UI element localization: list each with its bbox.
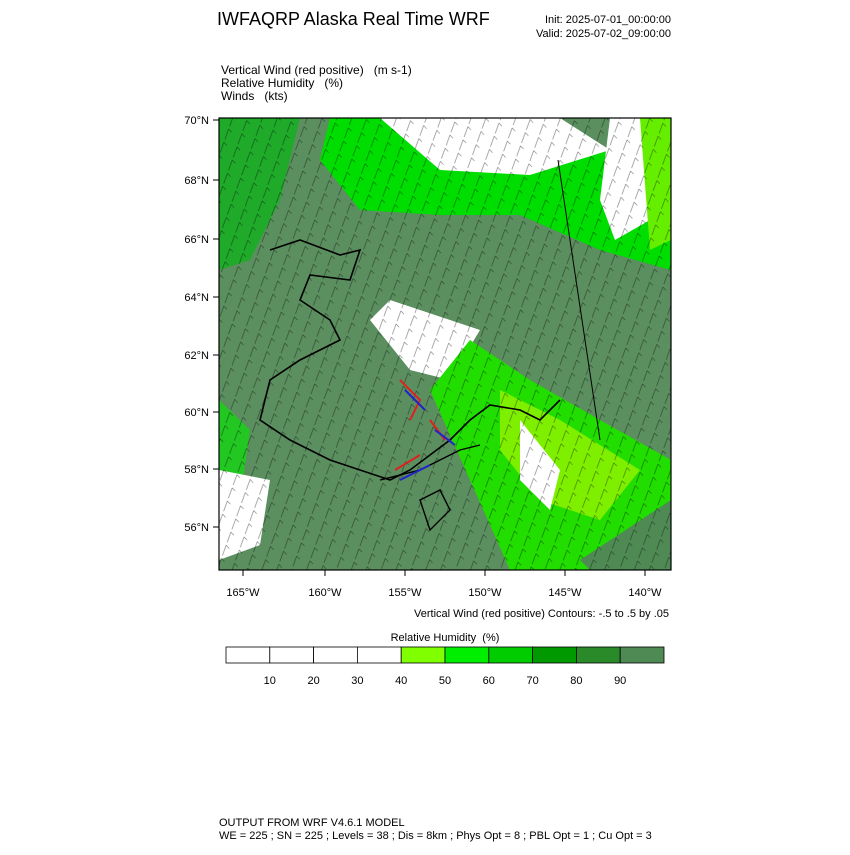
valid-time: Valid: 2025-07-02_09:00:00 <box>536 28 671 40</box>
field-label: Winds (kts) <box>221 89 288 103</box>
coastline <box>379 444 481 481</box>
colorbar-label: 40 <box>395 675 407 687</box>
lat-label: 70°N <box>184 115 209 127</box>
field-label: Vertical Wind (red positive) (m s-1) <box>221 63 412 77</box>
island <box>419 489 451 532</box>
colorbar-title: Relative Humidity (%) <box>391 632 500 644</box>
map-axes: 70°N 68°N 66°N 64°N 62°N 60°N 58°N 56°N 165°W 160… <box>184 115 662 599</box>
colorbar-box <box>576 646 621 664</box>
lon-label: 140°W <box>628 587 662 599</box>
colorbar-label: 70 <box>526 675 538 687</box>
title: IWFAQRP Alaska Real Time WRF <box>217 9 490 29</box>
lat-label: 62°N <box>184 350 209 362</box>
colorbar-label: 80 <box>570 675 582 687</box>
footer-line: OUTPUT FROM WRF V4.6.1 MODEL <box>219 817 405 829</box>
colorbar-label: 50 <box>439 675 451 687</box>
lat-label: 60°N <box>184 407 209 419</box>
colorbar-label: 30 <box>351 675 363 687</box>
init-time: Init: 2025-07-01_00:00:00 <box>545 14 671 26</box>
colorbar-box <box>356 646 402 664</box>
contour-note: Vertical Wind (red positive) Contours: -… <box>414 608 669 620</box>
colorbar-box <box>269 646 314 664</box>
lon-label: 145°W <box>548 587 582 599</box>
lat-label: 64°N <box>184 292 209 304</box>
colorbar-box <box>488 646 533 664</box>
lat-label: 56°N <box>184 522 209 534</box>
field-label: Relative Humidity (%) <box>221 76 343 90</box>
lon-label: 155°W <box>388 587 422 599</box>
colorbar-box <box>225 646 271 664</box>
map-frame <box>218 117 672 571</box>
lon-label: 160°W <box>308 587 342 599</box>
colorbar-box <box>619 646 665 664</box>
map-field <box>219 118 671 570</box>
colorbar-label: 90 <box>614 675 626 687</box>
coastline <box>259 239 561 481</box>
colorbar-box <box>313 646 358 664</box>
border <box>557 159 601 441</box>
colorbar: 10 20 30 40 50 60 70 80 90 <box>225 646 665 687</box>
colorbar-label: 10 <box>264 675 276 687</box>
colorbar-box <box>444 646 490 664</box>
colorbar-label: 60 <box>483 675 495 687</box>
colorbar-box <box>400 646 446 664</box>
vertical-wind-contour <box>399 389 456 481</box>
lat-label: 66°N <box>184 234 209 246</box>
wind-barbs <box>219 118 671 570</box>
colorbar-box <box>532 646 577 664</box>
colorbar-label: 20 <box>307 675 319 687</box>
lat-label: 58°N <box>184 464 209 476</box>
lon-label: 165°W <box>226 587 260 599</box>
footer-line: WE = 225 ; SN = 225 ; Levels = 38 ; Dis … <box>219 830 652 842</box>
lon-label: 150°W <box>468 587 502 599</box>
lat-label: 68°N <box>184 175 209 187</box>
